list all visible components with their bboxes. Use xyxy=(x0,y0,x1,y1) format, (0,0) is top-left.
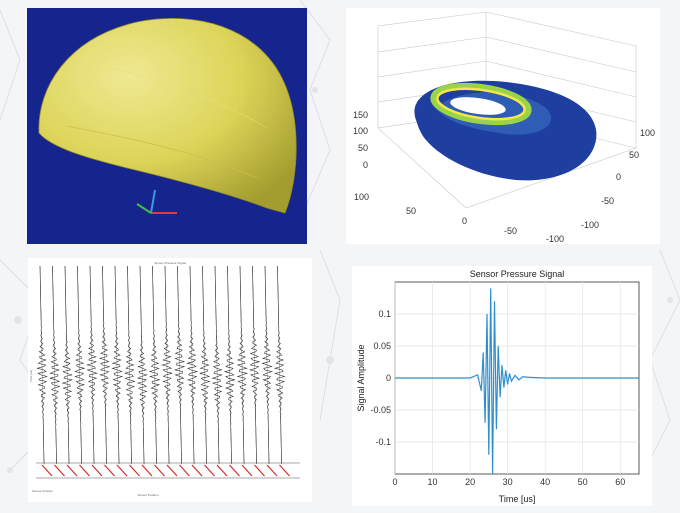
x-tick-label: 30 xyxy=(503,477,513,487)
sensor-marker xyxy=(216,464,228,477)
x-tick-label: 0 xyxy=(392,477,397,487)
y-tick: -100 xyxy=(581,220,599,230)
sensor-marker xyxy=(191,464,203,477)
sensor-marker xyxy=(179,464,190,477)
chart-title: Sensor Pressure Signal xyxy=(470,269,565,279)
sensor-marker xyxy=(116,464,128,477)
sensor-marker xyxy=(204,464,215,477)
x-tick: 50 xyxy=(406,206,416,216)
sensor-marker xyxy=(279,464,290,477)
sensor-signal-chart-panel: 0 10 20 30 40 50 60 0.1 0.05 0 -0.05 -0.1 Sensor Pr… xyxy=(352,266,652,506)
waveform-trace xyxy=(223,265,235,465)
sensor-marker xyxy=(266,464,278,477)
waveforms-corner-label: Sensor Position xyxy=(32,489,53,493)
x-tick: -50 xyxy=(504,226,517,236)
sensor-marker xyxy=(254,464,265,477)
waveform-trace xyxy=(111,265,124,465)
x-tick-label: 50 xyxy=(578,477,588,487)
waveform-trace xyxy=(36,265,48,465)
waveform-trace xyxy=(49,265,61,465)
waveform-trace xyxy=(211,265,223,465)
sensor-signal-chart: 0 10 20 30 40 50 60 0.1 0.05 0 -0.05 -0.1 Sensor Pr… xyxy=(356,269,640,504)
waveforms-title: Sensor Pressure Signal xyxy=(154,261,186,265)
y-tick-label: 0 xyxy=(386,373,391,383)
waveform-trace xyxy=(61,265,73,465)
waveform-trace xyxy=(98,265,110,465)
z-tick: 50 xyxy=(358,143,368,153)
x-tick-label: 40 xyxy=(540,477,550,487)
sensor-marker xyxy=(229,464,240,477)
y-tick-label: -0.05 xyxy=(370,405,391,415)
sensor-marker xyxy=(79,464,90,477)
sensor-marker xyxy=(141,464,153,477)
y-tick: -50 xyxy=(601,196,614,206)
sensor-marker xyxy=(66,464,78,477)
sensor-marker xyxy=(104,464,115,477)
y-tick: 100 xyxy=(640,128,655,138)
surface-3d-plot-panel: 150 100 50 0 100 50 0 -50 -100 100 50 0 … xyxy=(346,8,660,244)
waveform-trace xyxy=(173,265,186,465)
helmet-shape xyxy=(38,18,297,214)
x-tick: 0 xyxy=(462,216,467,226)
waveform-trace xyxy=(74,265,86,465)
waveforms-ylabel: Time [us] xyxy=(29,370,33,382)
sensor-marker xyxy=(241,464,253,477)
z-tick: 150 xyxy=(353,110,368,120)
x-axis-label: Time [us] xyxy=(499,494,536,504)
x-tick: -100 xyxy=(546,234,564,244)
waveform-trace xyxy=(148,265,161,465)
signal-series-line xyxy=(395,288,639,475)
waveform-trace xyxy=(236,265,249,465)
y-tick: 0 xyxy=(616,172,621,182)
x-tick-label: 10 xyxy=(428,477,438,487)
waveform-trace xyxy=(261,265,274,465)
sensor-marker xyxy=(41,464,53,477)
y-axis-label: Signal Amplitude xyxy=(356,344,366,411)
y-tick: 50 xyxy=(629,150,639,160)
waveform-trace xyxy=(124,265,136,465)
sensor-marker xyxy=(154,464,165,477)
waveform-trace xyxy=(86,265,98,465)
helmet-render xyxy=(38,18,297,214)
y-tick-label: 0.05 xyxy=(373,341,391,351)
sensor-marker xyxy=(166,464,178,477)
x-tick-label: 60 xyxy=(615,477,625,487)
waveform-trace xyxy=(199,265,211,465)
stacked-waveforms-plot: Sensor Pressure Signal Time [us] Sensor … xyxy=(29,261,300,497)
waveform-trace xyxy=(137,265,148,465)
waveform-trace xyxy=(249,265,261,465)
stacked-waveforms-panel: Sensor Pressure Signal Time [us] Sensor … xyxy=(28,258,312,502)
axes-triad-icon xyxy=(136,189,177,214)
z-tick: 100 xyxy=(353,126,368,136)
waveform-trace xyxy=(186,265,199,465)
waveform-trace xyxy=(273,265,286,465)
y-tick-label: 0.1 xyxy=(378,309,391,319)
waveforms-xlabel: Sensor Position xyxy=(137,493,158,497)
sensor-marker xyxy=(129,464,140,477)
x-tick: 100 xyxy=(354,192,369,202)
sensor-marker xyxy=(54,464,65,477)
surface-3d-plot: 150 100 50 0 100 50 0 -50 -100 100 50 0 … xyxy=(353,11,655,244)
sensor-marker xyxy=(91,464,103,477)
y-tick-label: -0.1 xyxy=(375,437,391,447)
waveform-trace xyxy=(161,265,173,465)
surface-point-cloud xyxy=(414,80,597,181)
x-tick-label: 20 xyxy=(465,477,475,487)
helmet-3d-model-panel xyxy=(27,8,307,244)
z-tick: 0 xyxy=(363,160,368,170)
